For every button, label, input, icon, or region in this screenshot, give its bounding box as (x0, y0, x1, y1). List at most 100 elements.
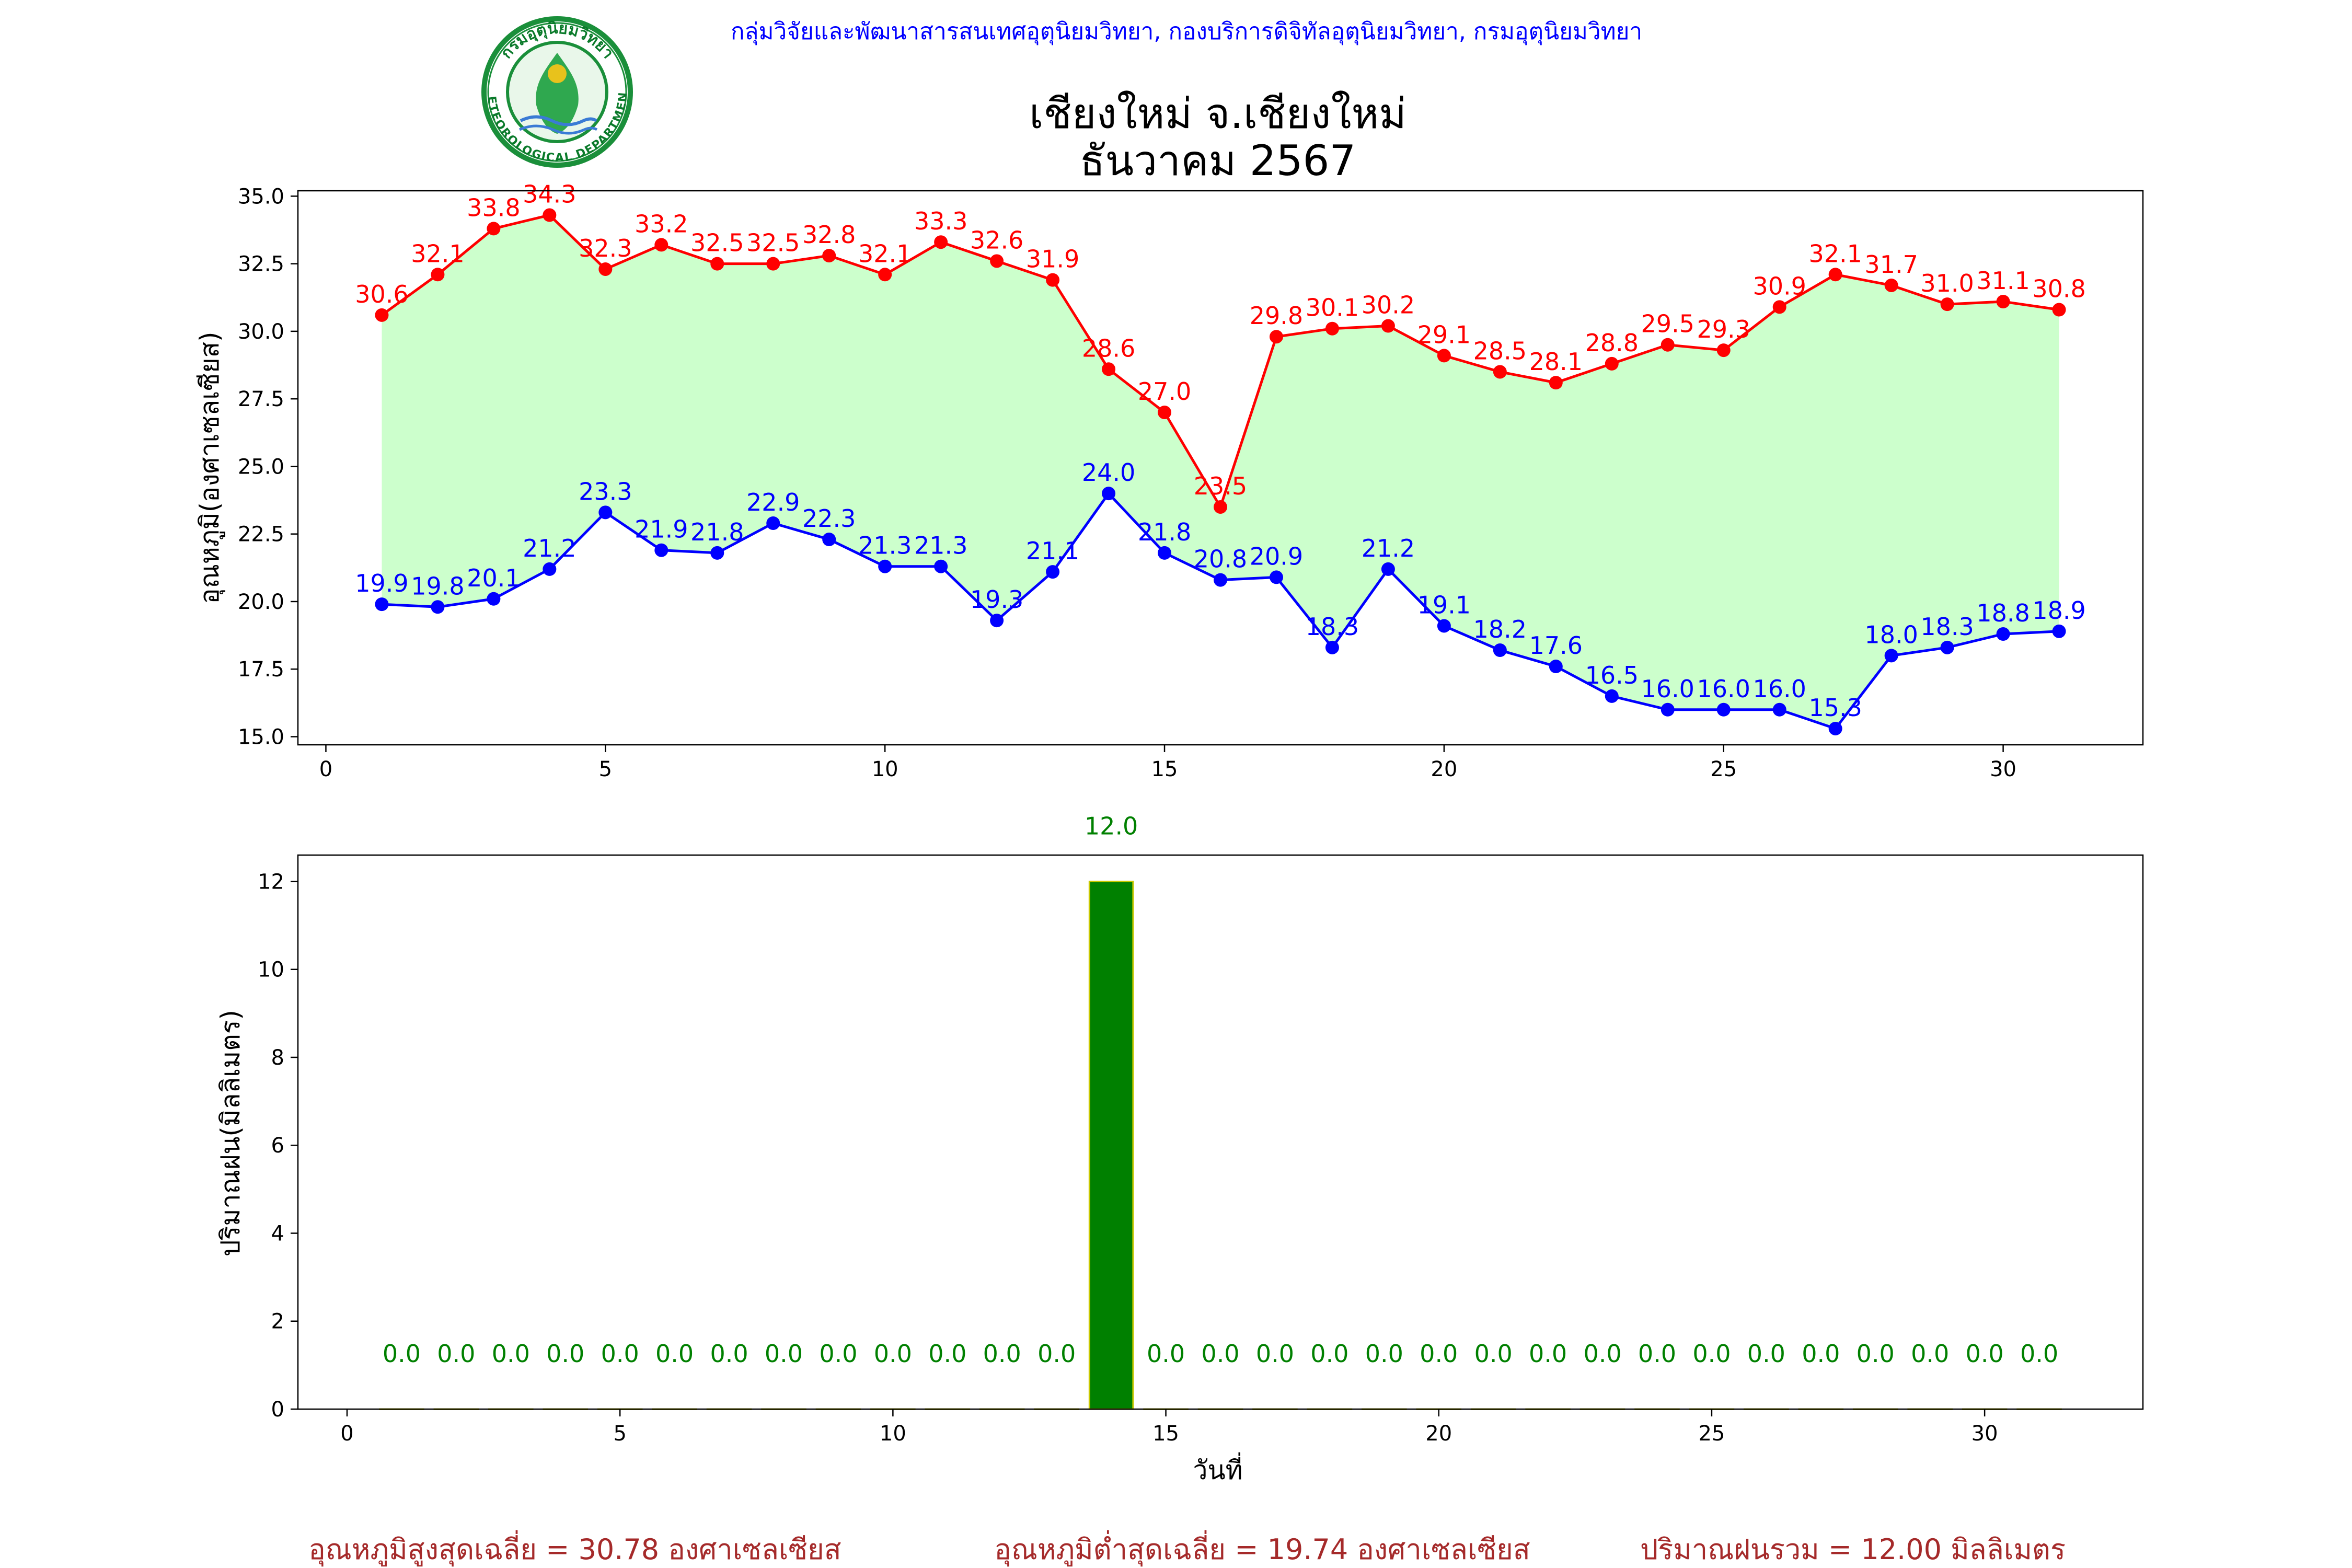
temperature-max-data-label: 32.3 (579, 234, 632, 262)
temperature-max-point (1493, 365, 1507, 379)
rainfall-data-label: 0.0 (1747, 1340, 1785, 1368)
temperature-min-point (1772, 702, 1786, 717)
rainfall-y-tick-label: 4 (271, 1221, 284, 1246)
chart-title-month: ธันวาคม 2567 (1080, 136, 1356, 185)
temperature-max-point (1437, 349, 1451, 363)
temperature-max-point (1828, 268, 1842, 282)
rainfall-plot-frame (297, 854, 2144, 1410)
temperature-max-data-label: 33.2 (635, 210, 688, 238)
temperature-min-point (1269, 570, 1283, 584)
temperature-min-data-label: 21.3 (858, 532, 912, 560)
rainfall-y-axis: 0 2 4 6 8 10 12 (258, 870, 298, 1422)
temperature-max-data-label: 28.5 (1473, 337, 1527, 365)
temperature-max-point (1046, 273, 1060, 287)
temperature-min-point (1661, 702, 1675, 717)
rainfall-y-axis-label: ปริมาณฝน(มิลลิเมตร) (215, 1010, 246, 1256)
temperature-plot-frame (297, 190, 2144, 746)
seal-wave-line (520, 115, 597, 126)
rainfall-x-tick-label: 20 (1425, 1422, 1452, 1446)
temperature-max-point (1605, 356, 1619, 371)
temperature-max-point (1102, 362, 1116, 376)
temperature-max-point (1269, 330, 1283, 344)
temperature-x-tick-label: 30 (1990, 757, 2016, 781)
temperature-min-data-label: 21.8 (1138, 518, 1191, 546)
rainfall-y-tick-label: 0 (271, 1398, 284, 1422)
temperature-min-point (934, 559, 948, 573)
temperature-min-data-label: 18.3 (1306, 613, 1359, 641)
temperature-range-fill (382, 215, 2059, 729)
temperature-max-point (543, 208, 557, 222)
rainfall-data-label: 0.0 (1802, 1340, 1840, 1368)
temperature-x-tick-label: 25 (1710, 757, 1737, 781)
temperature-max-point (1549, 376, 1563, 390)
rainfall-y-tick-label: 6 (271, 1134, 284, 1158)
rainfall-y-tick-label: 2 (271, 1310, 284, 1334)
temperature-min-data-label: 18.3 (1920, 613, 1974, 641)
temperature-max-data-label: 28.6 (1082, 334, 1135, 362)
temperature-min-data-label: 19.9 (355, 569, 408, 597)
temperature-min-data-label: 22.3 (802, 504, 856, 533)
temperature-range-fill-layer (382, 215, 2059, 729)
temperature-min-data-label: 18.2 (1473, 615, 1527, 643)
temperature-max-point (375, 308, 389, 322)
rainfall-data-label: 0.0 (1365, 1340, 1403, 1368)
temperature-min-data-label: 24.0 (1082, 458, 1135, 487)
temperature-min-point (375, 597, 389, 612)
rainfall-data-label: 0.0 (928, 1340, 966, 1368)
temperature-max-data-label: 32.1 (858, 239, 912, 268)
rainfall-y-tick-label: 8 (271, 1046, 284, 1070)
footer-total-rainfall: ปริมาณฝนรวม = 12.00 มิลลิเมตร (1640, 1533, 2066, 1566)
temperature-max-data-label: 29.8 (1250, 302, 1303, 330)
temperature-min-point (1493, 643, 1507, 658)
rainfall-data-label: 0.0 (1420, 1340, 1458, 1368)
temperature-y-tick-label: 35.0 (238, 185, 284, 209)
rainfall-data-label: 0.0 (1583, 1340, 1621, 1368)
temperature-min-data-label: 16.0 (1697, 675, 1750, 703)
temperature-max-data-label: 32.8 (802, 221, 856, 249)
temperature-min-data-label: 20.9 (1250, 542, 1303, 570)
chart-title-station: เชียงใหม่ จ.เชียงใหม่ (1029, 89, 1406, 138)
temperature-max-point (934, 235, 948, 249)
temperature-max-data-label: 30.6 (355, 280, 408, 308)
rainfall-data-label: 0.0 (492, 1340, 530, 1368)
temperature-x-tick-label: 5 (599, 757, 612, 781)
temperature-y-tick-label: 32.5 (238, 252, 284, 276)
temperature-y-tick-label: 22.5 (238, 523, 284, 547)
rainfall-data-label: 0.0 (655, 1340, 694, 1368)
rainfall-x-tick-label: 15 (1152, 1422, 1179, 1446)
temperature-y-tick-label: 30.0 (238, 320, 284, 344)
temperature-max-point (654, 238, 668, 252)
temperature-chart: 30.632.133.8 34.332.333.232.5 32.5 32.832.1… (194, 180, 2144, 781)
temperature-max-data-label: 29.5 (1641, 310, 1694, 338)
rainfall-data-label: 0.0 (383, 1340, 421, 1368)
temperature-min-point (1214, 573, 1227, 587)
temperature-y-tick-label: 25.0 (238, 455, 284, 479)
temperature-max-data-label: 32.1 (1808, 239, 1862, 268)
temperature-y-tick-label: 27.5 (238, 387, 284, 411)
temperature-min-data-label: 18.0 (1864, 620, 1918, 649)
temperature-min-point (710, 546, 724, 560)
temperature-min-point (1381, 562, 1395, 576)
temperature-min-point (2052, 624, 2066, 638)
temperature-max-data-label: 31.7 (1864, 250, 1918, 279)
temperature-min-data-label: 23.3 (579, 477, 632, 505)
temperature-max-data-label: 33.3 (914, 207, 967, 235)
footer-average-min-temperature: อุณหภูมิต่ำสุดเฉลี่ย = 19.74 องศาเซลเซีย… (994, 1530, 1530, 1567)
temperature-max-data-label: 28.1 (1529, 348, 1583, 376)
temperature-min-point (487, 592, 501, 606)
department-seal-logo: กรมอุตุนิยมวิทยา METEOROLOGICAL DEPARTME… (481, 16, 633, 168)
rainfall-x-axis: 0 5 10 15 20 25 30 (340, 1409, 1998, 1446)
temperature-min-data-label: 21.8 (690, 518, 744, 546)
rainfall-data-label: 0.0 (1857, 1340, 1895, 1368)
rainfall-data-label: 0.0 (546, 1340, 584, 1368)
temperature-max-point (1884, 278, 1898, 292)
organization-header: กลุ่มวิจัยและพัฒนาสารสนเทศอุตุนิยมวิทยา,… (731, 18, 1642, 45)
temperature-min-point (1605, 689, 1619, 703)
seal-wave-line-2 (518, 124, 598, 135)
temperature-min-data-label: 16.0 (1753, 675, 1806, 703)
temperature-max-data-label: 28.8 (1585, 329, 1639, 357)
temperature-max-point (487, 222, 501, 236)
rainfall-data-label: 12.0 (1085, 812, 1138, 840)
